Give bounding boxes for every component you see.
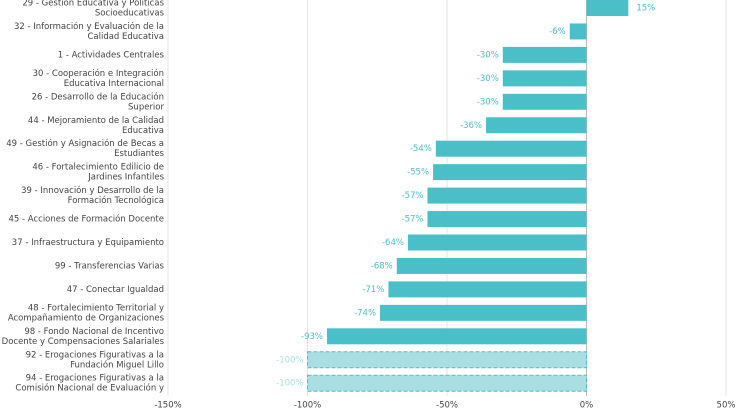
category-label: 49 - Gestión y Asignación de Becas a [6,138,164,149]
category-label: 32 - Información y Evaluación de la [14,21,164,32]
category-label: 39 - Innovación y Desarrollo de la [21,185,164,196]
category-label: Formación Tecnológica [68,195,164,206]
category-label: Jardines Infantiles [87,173,164,183]
category-label: Educativa Internacional [64,79,164,89]
x-tick-label: 0% [580,401,594,410]
category-label: 37 - Infraestructura y Equipamiento [12,238,164,248]
category-label: Calidad Educativa [87,32,164,42]
bar [569,23,587,40]
value-label: -64% [382,238,404,248]
category-label: 46 - Fortalecimiento Edilicio de [32,163,164,173]
value-label: -55% [407,168,429,178]
x-tick-label: -150% [154,401,181,410]
bar [307,374,587,392]
category-label: 26 - Desarrollo de la Educación [32,91,164,102]
category-label: 30 - Cooperación e Integración [33,68,164,79]
value-label: -30% [477,50,499,60]
category-label: 92 - Erogaciones Figurativas a la [26,350,164,360]
bar [427,187,587,204]
category-label: Educativa [122,126,164,136]
bar [380,304,587,321]
value-label: -6% [549,27,566,37]
bar [435,140,587,157]
category-label: Socioeducativas [95,9,165,19]
category-label: 29 - Gestión Educativa y Políticas [22,0,164,9]
category-label: 45 - Acciones de Formación Docente [9,214,164,225]
value-label: -57% [402,191,424,201]
value-label: -71% [362,285,384,295]
value-label: -100% [276,355,303,365]
x-tick-label: 50% [717,401,736,410]
category-label: 48 - Fortalecimiento Territorial y [28,303,164,313]
category-label: 99 - Transferencias Varias [55,261,165,271]
value-label: -93% [301,332,323,342]
value-label: -74% [354,308,376,318]
value-label: -30% [477,74,499,84]
category-label: Superior [128,102,164,112]
x-tick-label: -50% [436,401,458,410]
bar [427,211,587,228]
bar [502,93,587,110]
category-label: 47 - Conectar Igualdad [67,285,164,295]
bar [586,0,629,16]
value-label: 15% [636,4,655,14]
bar [502,46,587,63]
category-label: Comisión Nacional de Evaluación y [15,383,164,394]
value-label: -57% [402,215,424,225]
bar [407,234,587,251]
value-label: -30% [477,97,499,107]
category-label: 1 - Actividades Centrales [58,50,165,60]
bar [502,70,587,87]
category-label: Fundación Miguel Lillo [70,359,164,370]
category-label: Estudiantes [114,149,164,159]
bar [486,117,587,134]
value-label: -54% [410,144,432,154]
category-label: 94 - Erogaciones Figurativas a la [26,374,164,384]
bar [433,164,587,181]
value-label: -100% [276,379,303,389]
bar [307,351,587,369]
bar [388,281,587,298]
category-label: 98 - Fondo Nacional de Incentivo [24,327,164,337]
bar [396,257,587,274]
category-label: Acompañamiento de Organizaciones [8,313,165,323]
value-label: -36% [460,121,482,131]
value-label: -68% [371,261,393,271]
x-tick-label: -100% [294,401,321,410]
category-label: Docente y Compensaciones Salariales [2,337,165,347]
category-label: 44 - Mejoramiento de la Calidad [28,116,164,126]
bar [327,328,587,345]
